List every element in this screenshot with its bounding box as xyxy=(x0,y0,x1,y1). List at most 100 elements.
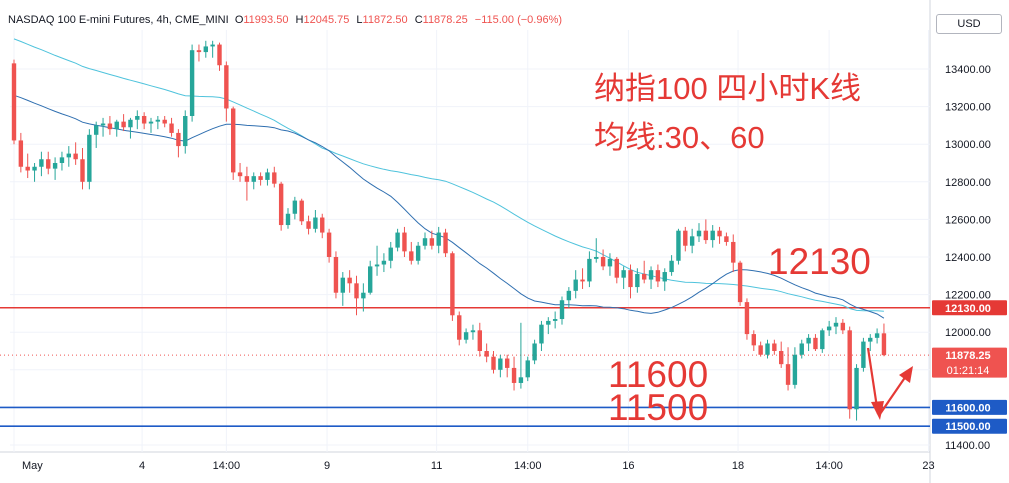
candle-body xyxy=(552,319,558,321)
candle-body xyxy=(361,292,366,299)
low-value: 11872.50 xyxy=(362,14,408,26)
y-tick-label: 12800.00 xyxy=(945,177,991,189)
candle-body xyxy=(135,116,140,120)
candle-body xyxy=(11,63,17,141)
candle-body xyxy=(114,121,119,130)
candle-body xyxy=(566,290,572,301)
low-label: L xyxy=(356,14,363,26)
candle-body xyxy=(176,132,181,147)
close-value: 11878.25 xyxy=(422,14,468,26)
candle-body xyxy=(744,302,750,335)
candle-body xyxy=(594,257,599,259)
candle-body xyxy=(806,337,811,344)
candle-body xyxy=(861,341,866,368)
candle-body xyxy=(107,123,113,130)
candle-body xyxy=(854,367,859,410)
forecast-arrows xyxy=(866,347,913,420)
x-tick-label: 18 xyxy=(732,460,744,472)
y-tick-label: 13000.00 xyxy=(945,139,991,151)
x-tick-label: May xyxy=(22,460,43,472)
candle-body xyxy=(470,330,476,333)
candle-body xyxy=(772,343,777,351)
candle-body xyxy=(52,163,58,169)
candle-body xyxy=(258,176,263,180)
price-axis[interactable]: 13400.00 13200.00 13000.00 12800.00 12600.00… xyxy=(945,64,991,452)
candle-body xyxy=(546,320,551,325)
price-label-text: 12130.00 xyxy=(945,303,991,315)
annotation-title-1: 纳指100 四小时K线 xyxy=(594,71,861,106)
candle-body xyxy=(183,116,188,147)
annotation-12130: 12130 xyxy=(768,241,871,282)
horizontal-levels xyxy=(0,306,930,428)
x-tick-label: 14:00 xyxy=(514,460,542,472)
candle-body xyxy=(189,50,195,117)
candle-body xyxy=(635,273,640,288)
candle-body xyxy=(94,125,99,135)
candle-body xyxy=(80,159,85,182)
price-label-text: 11878.25 xyxy=(945,350,990,362)
candle-body xyxy=(642,273,647,280)
candle-body xyxy=(381,260,387,265)
candle-body xyxy=(224,65,229,109)
candle-body xyxy=(820,330,825,350)
candle-body xyxy=(402,232,407,252)
x-tick-label: 4 xyxy=(139,460,145,472)
candle-body xyxy=(689,236,695,246)
candle-body xyxy=(868,337,873,342)
candle-body xyxy=(628,270,633,288)
candle-body xyxy=(409,251,414,261)
candle-body xyxy=(484,351,489,357)
x-tick-label: 14:00 xyxy=(815,460,843,472)
price-label-bg xyxy=(932,399,1007,415)
y-tick-label: 12400.00 xyxy=(945,252,991,264)
candle-body xyxy=(662,272,667,282)
candle-body xyxy=(231,108,236,173)
candle-body xyxy=(614,258,619,278)
candle-body xyxy=(511,367,517,383)
candle-body xyxy=(340,277,345,293)
candle-body xyxy=(73,153,78,160)
candle-body xyxy=(881,333,887,356)
price-label-bg xyxy=(932,300,1007,316)
candle-body xyxy=(463,332,469,340)
candle-body xyxy=(785,364,791,385)
change-value: −115.00 (−0.96%) xyxy=(474,14,563,26)
y-tick-label: 11400.00 xyxy=(945,440,990,452)
candle-body xyxy=(299,200,304,222)
arrow-down-head xyxy=(871,401,884,420)
candle-body xyxy=(498,358,503,370)
candle-body xyxy=(731,241,736,263)
candle-body xyxy=(148,121,154,124)
candle-body xyxy=(100,123,106,126)
candle-body xyxy=(354,283,359,299)
currency-button[interactable]: USD xyxy=(936,14,1002,34)
annotation-11600: 11600 xyxy=(608,354,708,395)
candle-body xyxy=(121,121,126,128)
candle-body xyxy=(217,44,222,66)
candle-body xyxy=(326,232,332,257)
price-label-text: 11600.00 xyxy=(945,402,990,414)
candle-body xyxy=(128,119,133,128)
candle-body xyxy=(621,270,626,278)
candle-body xyxy=(477,330,482,351)
candle-body xyxy=(779,351,784,365)
candle-body xyxy=(368,266,373,293)
candle-body xyxy=(46,159,51,169)
candle-body xyxy=(59,157,65,163)
symbol-title[interactable]: NASDAQ 100 E-mini Futures, 4h, CME_MINI xyxy=(8,14,229,26)
price-label-bg xyxy=(932,418,1007,434)
x-tick-label: 23 xyxy=(922,460,934,472)
candle-body xyxy=(347,277,352,284)
arrow-up-line xyxy=(879,375,907,415)
candle-body xyxy=(792,354,798,385)
candle-body xyxy=(141,116,147,124)
x-tick-label: 14:00 xyxy=(213,460,241,472)
candle-body xyxy=(826,326,832,331)
candle-body xyxy=(525,360,530,378)
candle-body xyxy=(388,247,393,261)
symbol-header: NASDAQ 100 E-mini Futures, 4h, CME_MINI … xyxy=(8,14,566,26)
candle-body xyxy=(737,262,743,303)
time-axis[interactable]: May 4 14:00 9 11 14:00 16 18 14:00 23 xyxy=(22,460,935,472)
